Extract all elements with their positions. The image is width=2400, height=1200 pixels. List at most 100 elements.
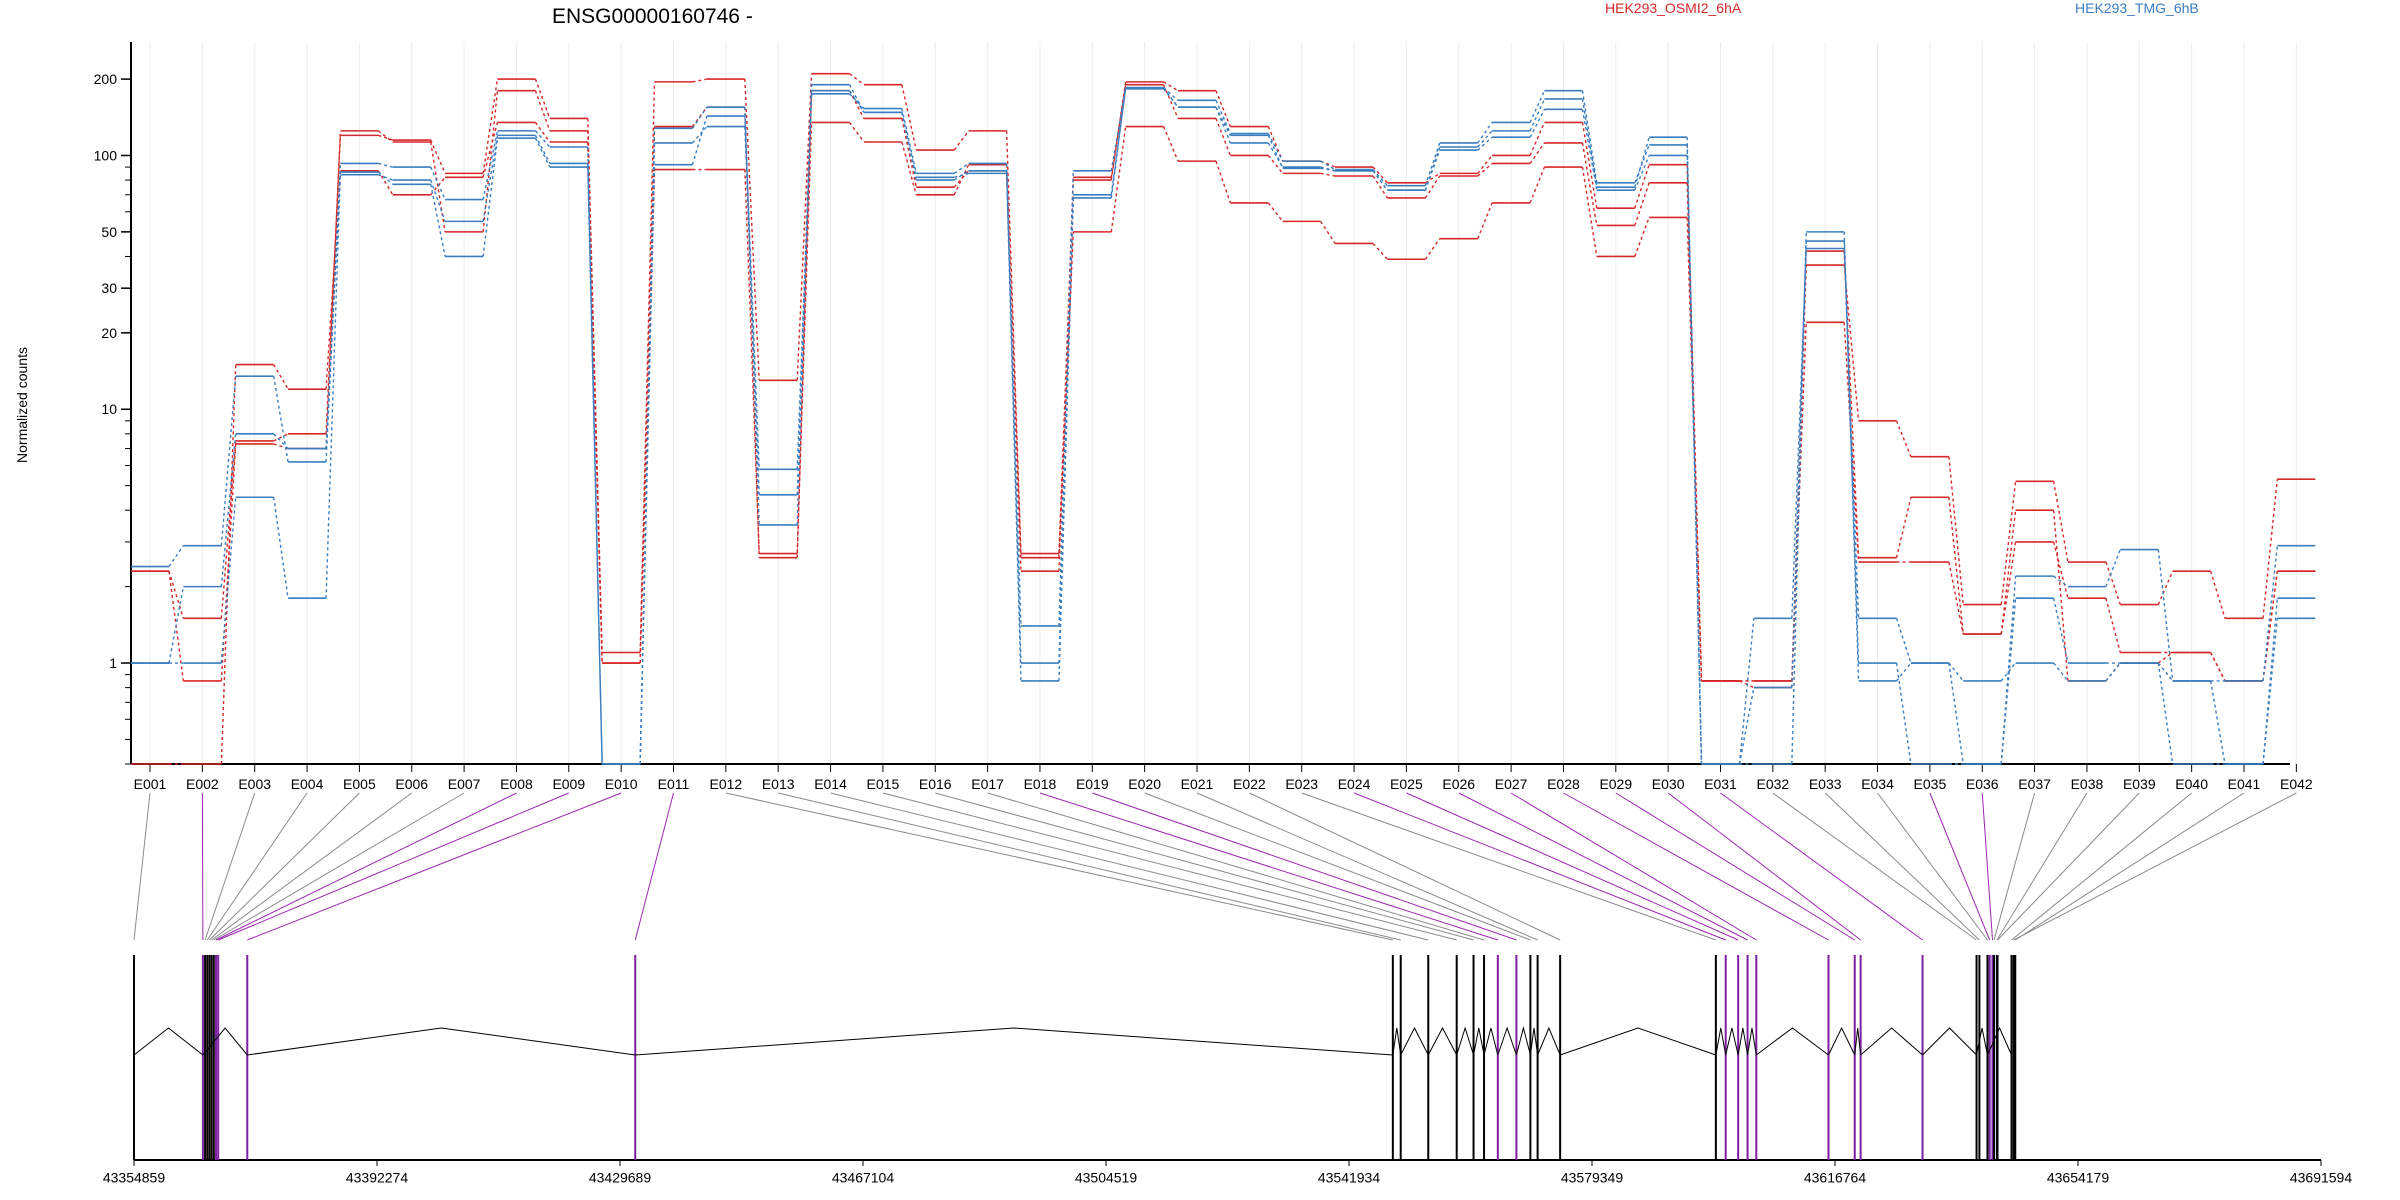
connector-E029 [1615, 792, 1855, 941]
x-tick-label-E009: E009 [552, 776, 585, 792]
y-axis-label: Normalized counts [14, 347, 30, 463]
connector-E019 [1092, 792, 1517, 941]
intron-lines [133, 1026, 2012, 1056]
x-tick-label-E012: E012 [709, 776, 742, 792]
series-6-connector [169, 87, 2279, 765]
connector-E001 [133, 792, 151, 941]
chart-title: ENSG00000160746 - [552, 5, 753, 28]
series-1 [131, 72, 2316, 682]
connector-E031 [1720, 792, 1923, 941]
x-tick-label-E016: E016 [919, 776, 952, 792]
x-tick-label-E038: E038 [2071, 776, 2104, 792]
x-tick-label-E006: E006 [395, 776, 428, 792]
x-tick-label-E023: E023 [1285, 776, 1318, 792]
genome-tick-label-4: 43504519 [1075, 1169, 1138, 1185]
x-tick-label-E028: E028 [1547, 776, 1580, 792]
connector-E041 [2014, 792, 2245, 941]
x-tick-label-E020: E020 [1128, 776, 1161, 792]
x-tick-label-E022: E022 [1233, 776, 1266, 792]
y-tick-label-30: 30 [101, 280, 117, 296]
plot-area: 1 10 20 30 50 100 200 E001 E002 E003 E004 E005 E006 E… [94, 42, 2316, 792]
genome-tick-label-5: 43541934 [1318, 1169, 1381, 1185]
connector-E039 [1997, 792, 2140, 941]
x-tick-label-E026: E026 [1442, 776, 1475, 792]
legend-entry-tmg: HEK293_TMG_6hB [2075, 0, 2199, 16]
x-tick-label-E019: E019 [1076, 776, 1109, 792]
connector-E027 [1510, 792, 1757, 941]
series-1-connector [168, 73, 2279, 682]
y-tick-label-20: 20 [101, 325, 117, 341]
x-tick-label-E036: E036 [1966, 776, 1999, 792]
x-tick-label-E013: E013 [762, 776, 795, 792]
x-tick-label-E007: E007 [448, 776, 481, 792]
connector-E011 [634, 792, 674, 941]
x-tick-label-E010: E010 [605, 776, 638, 792]
x-tick-label-E025: E025 [1390, 776, 1423, 792]
y-tick-label-100: 100 [94, 147, 118, 163]
y-tick-label-50: 50 [101, 224, 117, 240]
connector-E023 [1301, 792, 1717, 941]
connector-E042 [2013, 792, 2297, 941]
x-tick-label-E039: E039 [2123, 776, 2156, 792]
connector-E003 [204, 792, 256, 941]
x-tick-label-E008: E008 [500, 776, 533, 792]
genome-tick-label-7: 43616764 [1804, 1169, 1867, 1185]
genome-tick-label-8: 43654179 [2047, 1169, 2110, 1185]
x-tick-label-E030: E030 [1652, 776, 1685, 792]
x-tick-label-E015: E015 [867, 776, 900, 792]
x-tick-label-E029: E029 [1599, 776, 1632, 792]
x-tick-label-E005: E005 [343, 776, 376, 792]
connector-E036 [1981, 792, 1994, 941]
exon-connectors [133, 792, 2297, 941]
connector-E014 [830, 792, 1429, 941]
genome-tick-label-2: 43429689 [589, 1169, 652, 1185]
genome-tick-label-0: 43354859 [103, 1169, 166, 1185]
x-tick-label-E004: E004 [291, 776, 324, 792]
x-tick-label-E034: E034 [1861, 776, 1894, 792]
x-tick-label-E037: E037 [2018, 776, 2051, 792]
series-5-connector [168, 88, 2279, 765]
gene-model: 43354859 43392274 43429689 43467104 43504519… [103, 955, 2353, 1185]
connector-E037 [1993, 792, 2036, 941]
x-tick-label-E017: E017 [971, 776, 1004, 792]
connector-E040 [2011, 792, 2192, 941]
connector-E038 [1996, 792, 2088, 941]
connector-E012 [725, 792, 1393, 941]
y-tick-label-10: 10 [101, 401, 117, 417]
x-tick-label-E041: E041 [2228, 776, 2261, 792]
connector-E020 [1144, 792, 1531, 941]
series-3 [131, 83, 2316, 765]
series-2-connector [168, 90, 2279, 682]
connector-E005 [209, 792, 360, 941]
x-tick-label-E011: E011 [658, 776, 690, 792]
connector-E017 [987, 792, 1485, 941]
x-tick-label-E002: E002 [186, 776, 219, 792]
y-tick-label-200: 200 [94, 71, 118, 87]
connector-E022 [1249, 792, 1561, 941]
connector-E018 [1039, 792, 1498, 941]
x-tick-label-E031: E031 [1704, 776, 1737, 792]
x-tick-label-E001: E001 [134, 776, 167, 792]
x-tick-label-E024: E024 [1338, 776, 1371, 792]
x-tick-label-E027: E027 [1495, 776, 1528, 792]
x-tick-label-E018: E018 [1024, 776, 1057, 792]
connector-E024 [1353, 792, 1726, 941]
genome-tick-label-6: 43579349 [1561, 1169, 1624, 1185]
x-tick-label-E021: E021 [1181, 776, 1214, 792]
x-tick-label-E003: E003 [238, 776, 271, 792]
series-6 [131, 86, 2316, 765]
series-4-connector [168, 84, 2279, 765]
x-tick-label-E040: E040 [2175, 776, 2208, 792]
connector-E033 [1824, 792, 1980, 941]
series-2 [131, 89, 2316, 682]
connector-E007 [213, 792, 465, 941]
connector-E028 [1563, 792, 1829, 941]
connector-E021 [1196, 792, 1538, 941]
y-tick-label-1: 1 [109, 655, 117, 671]
connector-E035 [1929, 792, 1991, 941]
connector-E032 [1772, 792, 1977, 941]
genome-tick-label-1: 43392274 [346, 1169, 409, 1185]
genome-tick-label-9: 43691594 [2290, 1169, 2353, 1185]
connector-E016 [935, 792, 1474, 941]
